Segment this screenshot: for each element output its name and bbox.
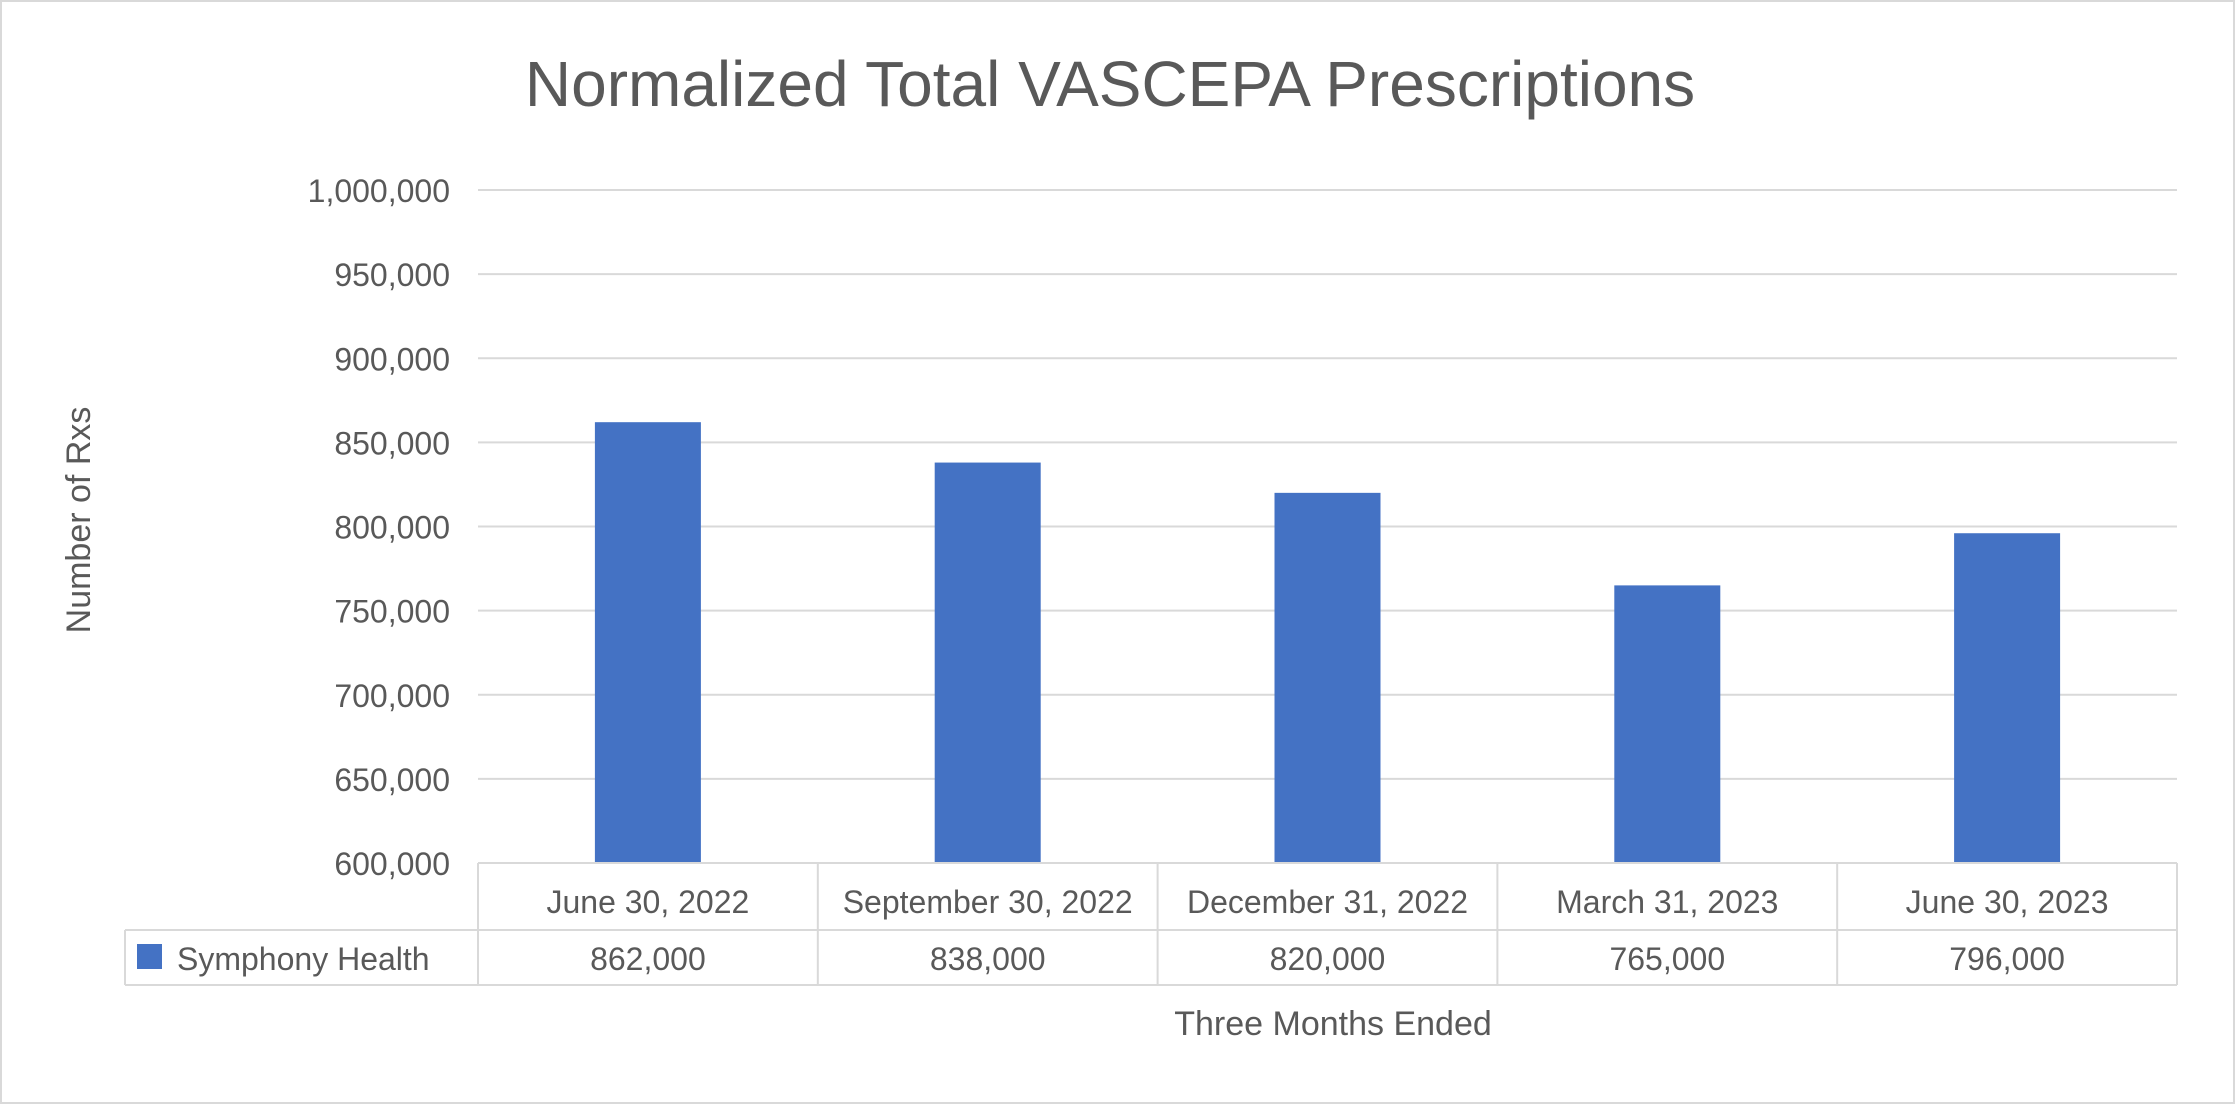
y-tick-label: 1,000,000 — [308, 173, 450, 209]
y-tick-label: 850,000 — [334, 425, 450, 461]
x-category-label: December 31, 2022 — [1187, 884, 1468, 920]
data-label: 838,000 — [930, 941, 1046, 977]
y-tick-label: 750,000 — [334, 594, 450, 630]
bar — [1954, 533, 2061, 863]
data-label: 796,000 — [1949, 941, 2065, 977]
y-tick-label: 800,000 — [334, 510, 450, 546]
bar — [1274, 492, 1381, 863]
bars — [594, 422, 2061, 863]
data-label: 820,000 — [1270, 941, 1386, 977]
bar — [1614, 585, 1721, 863]
legend-swatch — [137, 944, 162, 969]
y-tick-label: 950,000 — [334, 257, 450, 293]
y-tick-label: 900,000 — [334, 341, 450, 377]
data-label: 765,000 — [1609, 941, 1725, 977]
y-axis-title: Number of Rxs — [60, 407, 98, 634]
y-tick-labels: 600,000 650,000 700,000 750,000 800,000 850,0… — [308, 173, 450, 882]
x-category-label: March 31, 2023 — [1556, 884, 1778, 920]
data-table: June 30, 2022 862,000 September 30, 2022 83… — [124, 862, 2178, 986]
x-category-label: June 30, 2023 — [1906, 884, 2109, 920]
bar — [934, 462, 1041, 863]
x-axis-title: Three Months Ended — [1174, 1005, 1492, 1043]
chart-title: Normalized Total VASCEPA Prescriptions — [525, 48, 1695, 120]
data-label: 862,000 — [590, 941, 706, 977]
x-category-label: September 30, 2022 — [843, 884, 1133, 920]
y-tick-label: 600,000 — [334, 846, 450, 882]
x-category-label: June 30, 2022 — [546, 884, 749, 920]
y-tick-label: 650,000 — [334, 762, 450, 798]
y-tick-label: 700,000 — [334, 678, 450, 714]
bar — [594, 422, 701, 863]
legend-label: Symphony Health — [177, 941, 430, 977]
